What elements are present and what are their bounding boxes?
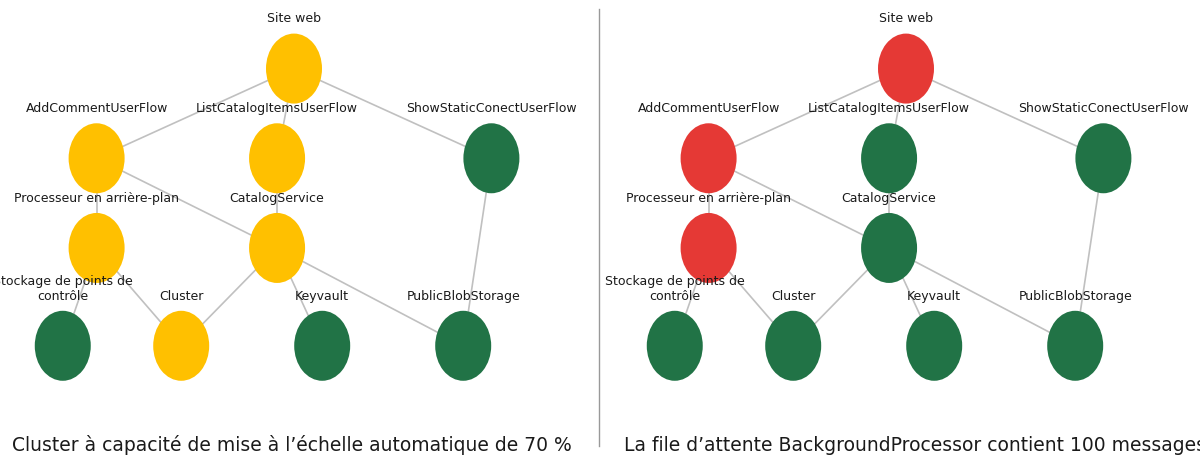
Text: Keyvault: Keyvault — [295, 290, 349, 302]
Ellipse shape — [250, 213, 305, 283]
Text: La file d’attente BackgroundProcessor contient 100 messages: La file d’attente BackgroundProcessor co… — [624, 436, 1200, 455]
Ellipse shape — [862, 213, 917, 283]
Ellipse shape — [294, 311, 350, 381]
Text: CatalogService: CatalogService — [841, 192, 936, 205]
Ellipse shape — [266, 34, 322, 104]
Text: PublicBlobStorage: PublicBlobStorage — [1019, 290, 1132, 302]
Ellipse shape — [1075, 123, 1132, 193]
Ellipse shape — [862, 123, 917, 193]
Text: ShowStaticConectUserFlow: ShowStaticConectUserFlow — [406, 102, 577, 115]
Text: Cluster à capacité de mise à l’échelle automatique de 70 %: Cluster à capacité de mise à l’échelle a… — [12, 435, 571, 455]
Text: CatalogService: CatalogService — [229, 192, 324, 205]
Ellipse shape — [1048, 311, 1103, 381]
Ellipse shape — [68, 123, 125, 193]
Ellipse shape — [680, 123, 737, 193]
Ellipse shape — [680, 213, 737, 283]
Ellipse shape — [906, 311, 962, 381]
Ellipse shape — [154, 311, 209, 381]
Ellipse shape — [436, 311, 491, 381]
Text: ListCatalogItemsUserFlow: ListCatalogItemsUserFlow — [196, 102, 358, 115]
Text: Cluster: Cluster — [160, 290, 203, 302]
Ellipse shape — [250, 123, 305, 193]
Text: AddCommentUserFlow: AddCommentUserFlow — [25, 102, 168, 115]
Text: ShowStaticConectUserFlow: ShowStaticConectUserFlow — [1018, 102, 1189, 115]
Text: Cluster: Cluster — [772, 290, 815, 302]
Text: Stockage de points de
contrôle: Stockage de points de contrôle — [0, 274, 133, 302]
Ellipse shape — [766, 311, 821, 381]
Ellipse shape — [35, 311, 91, 381]
Text: Site web: Site web — [266, 12, 322, 26]
Ellipse shape — [463, 123, 520, 193]
Text: ListCatalogItemsUserFlow: ListCatalogItemsUserFlow — [808, 102, 970, 115]
Ellipse shape — [878, 34, 934, 104]
Text: Stockage de points de
contrôle: Stockage de points de contrôle — [605, 274, 745, 302]
Text: Processeur en arrière-plan: Processeur en arrière-plan — [626, 192, 791, 205]
Text: Site web: Site web — [878, 12, 934, 26]
Text: Processeur en arrière-plan: Processeur en arrière-plan — [14, 192, 179, 205]
Ellipse shape — [68, 213, 125, 283]
Text: AddCommentUserFlow: AddCommentUserFlow — [637, 102, 780, 115]
Ellipse shape — [647, 311, 703, 381]
Text: PublicBlobStorage: PublicBlobStorage — [407, 290, 520, 302]
Text: Keyvault: Keyvault — [907, 290, 961, 302]
